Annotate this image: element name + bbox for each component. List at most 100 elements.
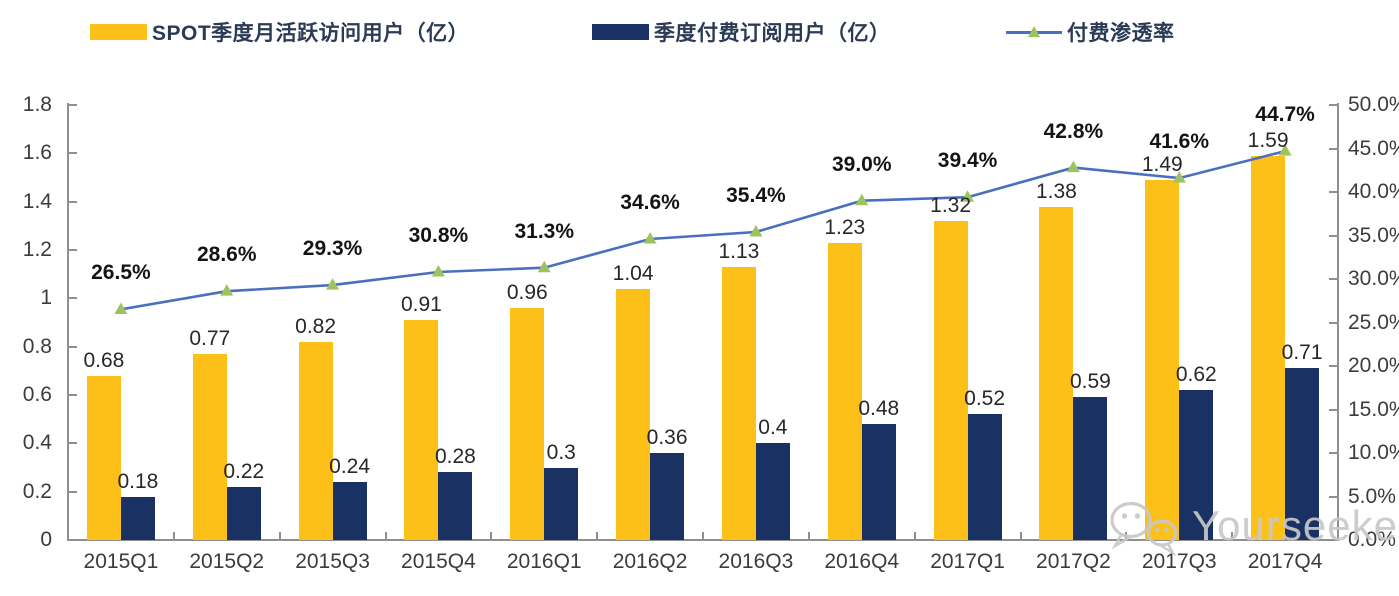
right-axis-tick-label: 5.0% <box>1348 484 1396 508</box>
bottom-axis-line <box>67 539 1339 541</box>
left-axis-tick-label: 0.4 <box>22 431 52 455</box>
mau-value-label: 0.68 <box>83 348 125 372</box>
mau-value-label: 1.32 <box>930 194 972 217</box>
subscribers-bar <box>650 453 685 540</box>
left-axis-tick <box>68 200 77 203</box>
left-axis-tick <box>68 539 77 541</box>
penetration-label: 39.4% <box>937 149 998 173</box>
subscribers-value-label: 0.4 <box>758 416 788 440</box>
mau-value-label: 1.38 <box>1035 179 1077 203</box>
subscribers-bar <box>861 424 896 540</box>
subscribers-bar <box>1179 390 1214 540</box>
subscribers-value-label: 0.22 <box>223 459 265 483</box>
subscribers-value-label: 0.36 <box>646 426 688 449</box>
x-axis-tick <box>596 532 599 540</box>
x-axis-label: 2017Q2 <box>1036 550 1111 573</box>
right-axis-tick <box>1329 408 1338 411</box>
subscribers-value-label: 0.71 <box>1281 341 1323 365</box>
right-axis-tick-label: 20.0% <box>1348 354 1399 377</box>
right-axis-line <box>1337 103 1339 540</box>
x-axis-label: 2015Q3 <box>295 550 370 573</box>
penetration-label: 39.0% <box>831 152 892 176</box>
mau-value-label: 0.77 <box>189 326 231 350</box>
legend-item-penetration: 付费渗透率 <box>1006 18 1175 46</box>
penetration-label: 26.5% <box>91 261 151 285</box>
left-axis-tick <box>68 345 77 348</box>
subscribers-value-label: 0.24 <box>329 455 371 478</box>
mau-value-label: 1.49 <box>1141 152 1183 176</box>
subscribers-bar <box>544 467 579 540</box>
legend-label-penetration: 付费渗透率 <box>1067 22 1175 45</box>
right-axis-tick <box>1329 234 1338 237</box>
mau-value-label: 1.23 <box>824 215 866 239</box>
penetration-marker-icon <box>855 193 869 206</box>
x-axis-label: 2017Q1 <box>930 550 1005 573</box>
x-axis-tick <box>67 532 69 540</box>
right-axis-tick <box>1329 495 1338 498</box>
x-axis-tick <box>1019 532 1022 540</box>
penetration-label: 29.3% <box>302 237 363 261</box>
left-axis-tick-label: 1 <box>40 286 52 310</box>
penetration-marker-icon <box>431 265 445 277</box>
penetration-marker-icon <box>114 302 128 314</box>
penetration-marker-icon <box>220 284 234 296</box>
subscribers-value-label: 0.18 <box>117 469 159 493</box>
subscribers-bar <box>1285 368 1320 540</box>
right-axis-tick <box>1329 104 1338 106</box>
right-axis-tick-label: 50.0% <box>1348 93 1399 116</box>
right-axis-tick <box>1329 147 1338 150</box>
subscribers-value-label: 0.52 <box>964 387 1006 411</box>
mau-bar <box>298 341 333 540</box>
x-axis-label: 2016Q1 <box>506 550 582 573</box>
mau-legend-swatch <box>90 24 147 40</box>
mau-value-label: 0.82 <box>295 314 337 338</box>
penetration-legend-marker <box>1006 24 1062 40</box>
left-axis-tick-label: 1.4 <box>22 189 52 213</box>
x-axis-tick <box>490 532 493 540</box>
wechat-icon <box>1110 501 1178 556</box>
subscribers-value-label: 0.62 <box>1175 363 1217 387</box>
mau-value-label: 0.91 <box>400 293 442 317</box>
mau-value-label: 1.59 <box>1247 128 1289 152</box>
mau-bar <box>192 353 227 540</box>
subscribers-value-label: 0.3 <box>546 440 576 464</box>
subscribers-legend-swatch <box>592 24 649 40</box>
penetration-label: 41.6% <box>1149 130 1210 154</box>
penetration-label: 30.8% <box>408 224 469 248</box>
x-axis-label: 2015Q1 <box>83 550 159 573</box>
right-axis-tick <box>1329 365 1338 367</box>
right-axis-tick <box>1329 321 1338 324</box>
penetration-label: 35.4% <box>726 184 786 208</box>
left-axis-tick-label: 0 <box>40 528 52 551</box>
penetration-label: 44.7% <box>1255 103 1315 127</box>
x-axis-label: 2017Q3 <box>1141 550 1217 573</box>
right-axis-tick-label: 15.0% <box>1348 397 1399 421</box>
left-axis-tick <box>68 394 77 396</box>
x-axis-tick <box>1337 532 1339 540</box>
legend-item-subscribers: 季度付费订阅用户（亿） <box>592 18 891 46</box>
legend-label-mau: SPOT季度月活跃访问用户（亿） <box>152 22 470 45</box>
penetration-label: 31.3% <box>514 219 575 243</box>
penetration-label: 28.6% <box>196 243 257 267</box>
left-axis-tick <box>68 490 77 493</box>
subscribers-bar <box>226 486 261 540</box>
left-axis-tick-label: 0.8 <box>22 334 52 358</box>
left-axis-line <box>67 103 69 540</box>
mau-value-label: 1.13 <box>718 239 760 263</box>
right-axis-tick <box>1329 539 1338 541</box>
right-axis-tick-label: 30.0% <box>1348 267 1399 290</box>
right-axis-tick-label: 40.0% <box>1348 180 1399 203</box>
mau-bar <box>86 375 121 540</box>
left-axis-tick <box>68 442 77 445</box>
penetration-marker-icon <box>537 260 551 273</box>
penetration-label: 34.6% <box>620 190 680 214</box>
right-axis-tick <box>1329 452 1338 454</box>
subscribers-value-label: 0.59 <box>1069 370 1111 394</box>
x-axis-label: 2016Q2 <box>612 550 688 573</box>
mau-bar <box>1145 179 1180 540</box>
penetration-marker-icon <box>749 225 763 237</box>
x-axis-tick <box>384 532 387 540</box>
mau-value-label: 0.96 <box>506 281 548 304</box>
subscribers-bar <box>120 496 155 540</box>
